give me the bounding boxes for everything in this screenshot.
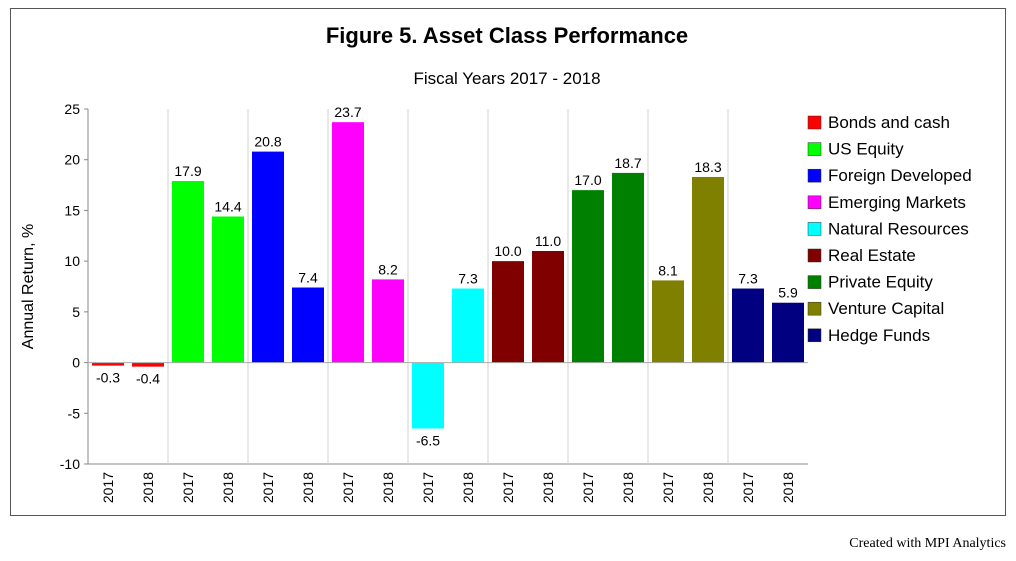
bar [292, 287, 324, 363]
data-label: -0.3 [96, 370, 120, 386]
legend-item: Emerging Markets [807, 193, 966, 212]
y-tick-label: -10 [60, 456, 80, 472]
x-tick-label: 2017 [340, 472, 356, 503]
y-tick-label: 10 [64, 253, 80, 269]
legend-item: Foreign Developed [807, 166, 972, 185]
y-tick-label: -5 [68, 405, 81, 421]
x-tick-label: 2017 [100, 472, 116, 503]
bar [172, 181, 204, 363]
x-tick-label: 2018 [620, 472, 636, 503]
bar [612, 172, 644, 363]
x-tick-label: 2018 [380, 472, 396, 503]
legend-swatch [807, 222, 822, 236]
x-tick-label: 2017 [500, 472, 516, 503]
bar [252, 151, 284, 363]
y-tick-label: 0 [72, 355, 80, 371]
data-label: -6.5 [416, 433, 440, 449]
bar [92, 362, 124, 366]
legend-label: Hedge Funds [828, 326, 930, 345]
chart-frame: Figure 5. Asset Class Performance Fiscal… [10, 8, 1006, 516]
legend-item: Hedge Funds [807, 326, 930, 345]
x-tick-label: 2018 [140, 472, 156, 503]
legend-item: Natural Resources [807, 219, 969, 238]
y-tick-label: 15 [64, 202, 80, 218]
legend-swatch [807, 301, 822, 316]
x-tick-label: 2017 [580, 472, 596, 503]
data-label: 17.0 [574, 172, 601, 188]
bar [332, 122, 364, 363]
bar [372, 279, 404, 363]
legend-label: Natural Resources [828, 219, 969, 238]
bar [652, 280, 684, 363]
data-label: 23.7 [334, 104, 361, 120]
data-label: 5.9 [778, 285, 798, 301]
bar [452, 288, 484, 363]
legend-label: Foreign Developed [828, 166, 972, 185]
bar [532, 251, 564, 363]
legend-swatch [807, 328, 822, 343]
legend-label: Emerging Markets [828, 193, 966, 212]
y-tick-label: 20 [64, 152, 80, 168]
credit-text: Created with MPI Analytics [849, 536, 1006, 551]
bar [132, 362, 164, 367]
legend-item: Real Estate [807, 246, 916, 265]
x-tick-label: 2018 [540, 472, 556, 503]
bar [492, 261, 524, 363]
x-tick-label: 2017 [660, 472, 676, 503]
legend-swatch [807, 275, 822, 289]
y-tick-label: 25 [64, 101, 80, 117]
data-label: 7.3 [738, 271, 758, 287]
x-tick-label: 2017 [260, 472, 276, 503]
x-tick-label: 2018 [700, 472, 716, 503]
bar [732, 288, 764, 363]
data-label: 11.0 [535, 233, 561, 249]
data-label: 18.7 [614, 155, 641, 171]
bar [572, 190, 604, 363]
bar [412, 362, 444, 429]
chart-title: Figure 5. Asset Class Performance [326, 23, 688, 48]
data-label: 10.0 [494, 243, 521, 259]
legend-label: Bonds and cash [828, 113, 950, 132]
data-label: 17.9 [174, 163, 201, 179]
data-label: 14.4 [214, 199, 241, 215]
legend-label: US Equity [828, 140, 904, 159]
data-label: 20.8 [254, 134, 281, 150]
bar [772, 302, 804, 363]
legend-swatch [807, 195, 822, 210]
legend-label: Venture Capital [828, 299, 944, 318]
bar [212, 216, 244, 363]
data-label: 7.3 [458, 271, 478, 287]
x-tick-label: 2018 [780, 472, 796, 503]
x-tick-label: 2017 [740, 472, 756, 503]
data-label: 8.1 [658, 262, 678, 278]
legend-swatch [807, 115, 822, 130]
y-tick-label: 5 [72, 304, 80, 320]
legend-item: Venture Capital [807, 299, 944, 318]
legend-label: Real Estate [828, 246, 916, 265]
legend-item: Bonds and cash [807, 113, 950, 132]
x-tick-label: 2018 [220, 472, 236, 503]
data-label: 7.4 [298, 270, 318, 286]
x-tick-label: 2018 [300, 472, 316, 503]
bar [692, 176, 724, 363]
legend-swatch [807, 168, 822, 183]
legend-swatch [807, 142, 822, 156]
data-label: 18.3 [694, 159, 721, 175]
legend-item: US Equity [807, 140, 904, 159]
legend-label: Private Equity [828, 273, 933, 292]
data-label: -0.4 [136, 371, 160, 387]
legend: Bonds and cash US Equity Foreign Developed… [807, 113, 972, 345]
chart-subtitle: Fiscal Years 2017 - 2018 [413, 69, 600, 88]
x-tick-label: 2017 [180, 472, 196, 503]
legend-item: Private Equity [807, 273, 933, 292]
legend-swatch [807, 248, 822, 263]
y-axis-label: Annual Return, % [20, 224, 37, 349]
bar-chart: Figure 5. Asset Class Performance Fiscal… [20, 23, 972, 503]
x-tick-label: 2018 [460, 472, 476, 503]
x-tick-label: 2017 [420, 472, 436, 503]
data-label: 8.2 [378, 261, 398, 277]
